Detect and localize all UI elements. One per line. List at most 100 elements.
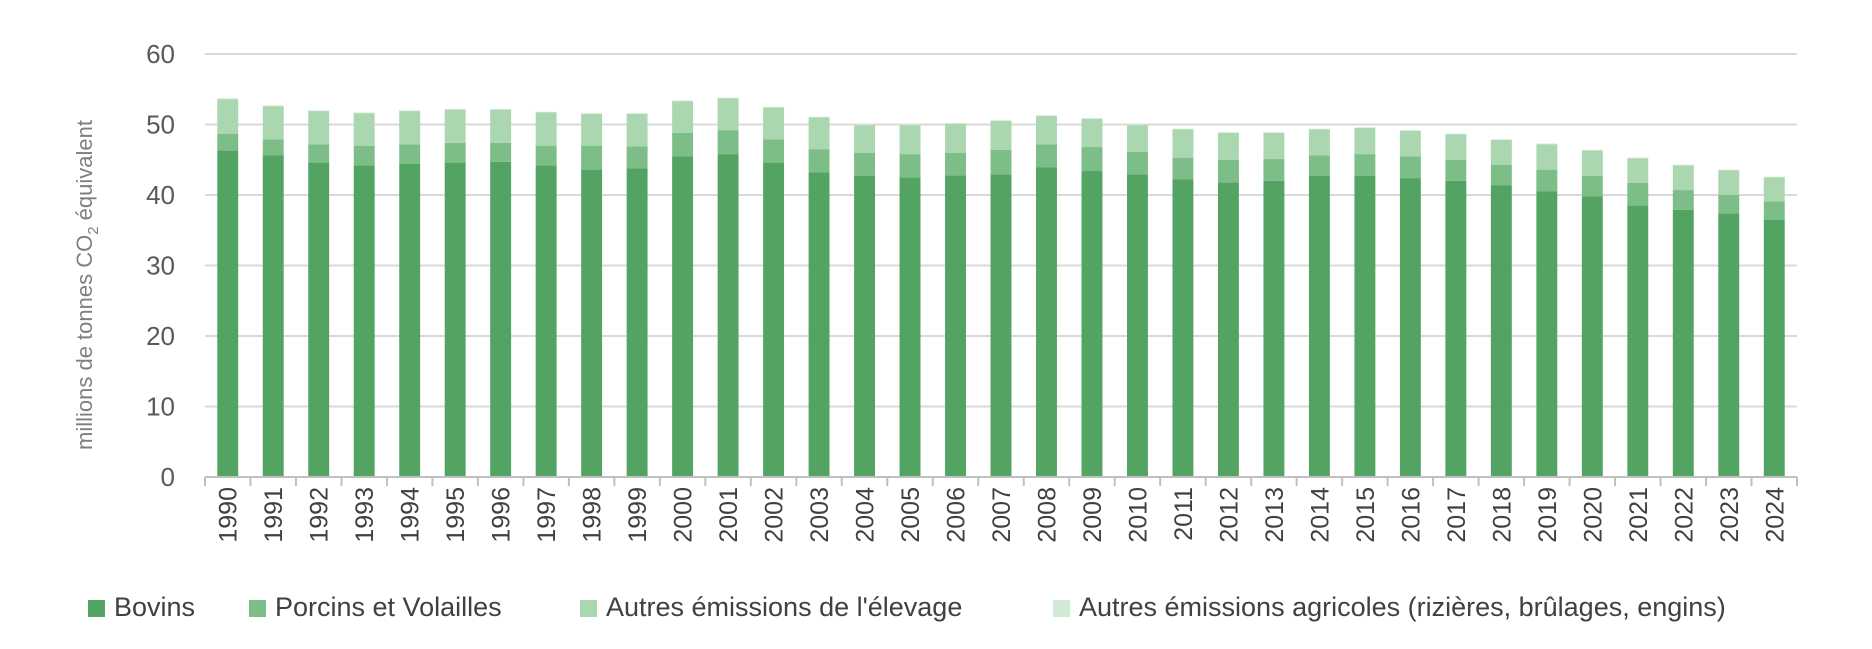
bar-segment-2 — [262, 139, 284, 156]
bar-segment-3 — [490, 109, 512, 143]
bar-segment-4 — [1490, 139, 1512, 141]
x-tick-label: 2024 — [1761, 487, 1789, 543]
bar-segment-1 — [1627, 205, 1649, 477]
bar-segment-1 — [353, 165, 375, 477]
x-axis-ticks: 1990 1991 1992 1993 1994 1995 1996 1997 1998 1999… — [215, 487, 1790, 543]
bar-segment-4 — [1172, 128, 1194, 130]
bar-segment-4 — [217, 98, 239, 100]
bar-segment-1 — [581, 169, 603, 477]
bar-segment-2 — [217, 133, 239, 151]
bar-segment-4 — [353, 112, 375, 114]
x-tick-label: 2002 — [761, 487, 789, 543]
bar-segment-1 — [1490, 185, 1512, 477]
bar-segment-1 — [1036, 167, 1057, 477]
bar-segment-3 — [899, 125, 921, 155]
bar-segment-3 — [1036, 116, 1057, 145]
legend-swatch — [1053, 600, 1070, 617]
x-tick-label: 1995 — [442, 487, 470, 543]
legend-label: Bovins — [114, 592, 195, 622]
y-tick-label: 40 — [146, 180, 175, 210]
bar-segment-1 — [717, 154, 739, 478]
bar-segment-4 — [990, 120, 1012, 121]
legend-swatch — [580, 600, 597, 617]
bar-segment-2 — [672, 132, 694, 157]
bar-segment-3 — [1172, 129, 1194, 158]
bar-segment-1 — [308, 162, 330, 477]
x-tick-label: 1994 — [397, 487, 425, 543]
bar-segment-3 — [1126, 125, 1148, 152]
bar-segment-2 — [1536, 169, 1558, 192]
bar-segment-2 — [1263, 159, 1285, 181]
bar-segment-3 — [717, 98, 739, 131]
bar-segment-4 — [262, 105, 284, 107]
bar-segment-2 — [808, 149, 830, 173]
bar-segment-1 — [1126, 174, 1148, 477]
bar-segment-1 — [1354, 175, 1376, 477]
bar-segment-4 — [1536, 143, 1558, 145]
y-tick-label: 30 — [146, 251, 175, 281]
x-tick-label: 1999 — [624, 487, 652, 543]
bar-segment-4 — [1399, 130, 1421, 131]
axes — [204, 476, 1798, 486]
bar-segment-1 — [899, 177, 921, 477]
bar-segment-3 — [535, 112, 557, 146]
bar-segment-2 — [1490, 164, 1512, 186]
y-axis-label-subscript: 2 — [85, 226, 102, 234]
bar-segment-2 — [1581, 175, 1603, 197]
bar-segment-4 — [1354, 127, 1376, 129]
bar-segment-2 — [1763, 201, 1785, 220]
bar-segment-1 — [672, 156, 694, 477]
bar-segment-2 — [535, 145, 557, 166]
bar-segment-1 — [1718, 213, 1740, 477]
bar-segment-1 — [1308, 175, 1330, 477]
bar-segment-4 — [717, 97, 739, 99]
y-axis-ticks: 0 10 20 30 40 50 60 — [146, 39, 175, 492]
bar-segment-2 — [353, 145, 375, 166]
bar-segment-1 — [1581, 196, 1603, 477]
x-tick-label: 2008 — [1033, 487, 1061, 543]
bar-segment-3 — [626, 113, 648, 147]
bar-series — [217, 97, 1785, 478]
bar-segment-2 — [899, 154, 921, 178]
bar-segment-4 — [763, 106, 785, 108]
y-tick-label: 0 — [161, 462, 175, 492]
legend-label: Autres émissions agricoles (rizières, br… — [1079, 592, 1726, 622]
bar-segment-1 — [1399, 178, 1421, 477]
x-tick-label: 2020 — [1579, 487, 1607, 543]
x-tick-label: 1993 — [351, 487, 379, 543]
bar-segment-1 — [1672, 209, 1694, 477]
bar-segment-3 — [1490, 140, 1512, 165]
x-tick-label: 1992 — [306, 487, 334, 543]
bar-segment-1 — [1172, 179, 1194, 478]
bar-segment-2 — [945, 152, 966, 176]
x-tick-label: 2013 — [1261, 487, 1289, 543]
bar-segment-1 — [808, 172, 830, 477]
bar-segment-3 — [945, 123, 966, 153]
bar-segment-2 — [1081, 147, 1103, 172]
bar-segment-3 — [1354, 128, 1376, 155]
x-tick-label: 2006 — [943, 487, 971, 543]
x-tick-label: 2021 — [1625, 487, 1653, 543]
bar-segment-3 — [1672, 165, 1694, 191]
bar-segment-1 — [1263, 180, 1285, 477]
bar-segment-3 — [353, 113, 375, 146]
bar-segment-1 — [1445, 180, 1467, 477]
bar-segment-4 — [581, 113, 603, 114]
bar-segment-4 — [626, 113, 648, 114]
bar-segment-3 — [1399, 130, 1421, 157]
bar-segment-4 — [1217, 132, 1239, 133]
bar-segment-1 — [1081, 171, 1103, 477]
bar-segment-1 — [1217, 182, 1239, 477]
bar-segment-2 — [626, 146, 648, 169]
bar-segment-1 — [262, 155, 284, 477]
y-axis-label-prefix: millions de tonnes CO — [72, 235, 97, 450]
x-tick-label: 1991 — [260, 487, 288, 543]
x-tick-label: 2019 — [1534, 487, 1562, 543]
bar-segment-2 — [1036, 144, 1057, 168]
bar-segment-4 — [672, 100, 694, 102]
x-tick-label: 1998 — [579, 487, 607, 543]
bar-segment-2 — [1445, 159, 1467, 181]
bar-segment-4 — [1263, 132, 1285, 133]
bar-segment-1 — [763, 162, 785, 477]
